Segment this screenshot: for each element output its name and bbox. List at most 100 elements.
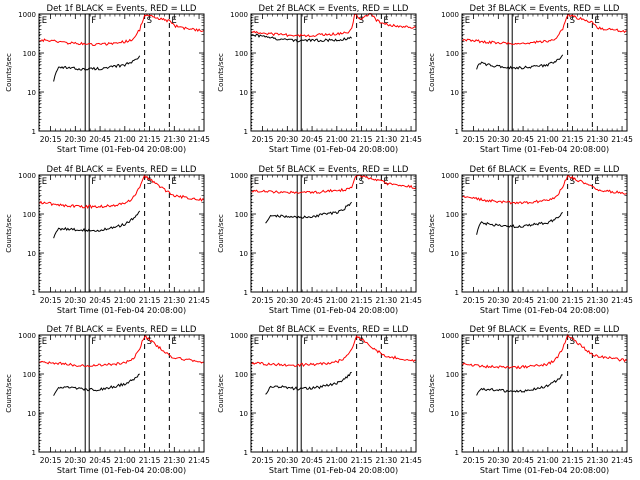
y-tick-label: 10 <box>239 410 248 418</box>
x-axis-label: Start Time (01-Feb-04 20:08:00) <box>269 306 398 315</box>
marker-label: S <box>359 177 364 187</box>
x-tick-label: 21:45 <box>188 135 210 144</box>
panel-title: Det 6f BLACK = Events, RED = LLD <box>470 165 620 175</box>
y-tick-label: 1000 <box>230 172 248 180</box>
y-tick-label: 1000 <box>441 11 459 19</box>
y-tick-label: 1 <box>455 289 459 297</box>
x-tick-label: 21:00 <box>114 135 136 144</box>
x-tick-label: 21:30 <box>586 456 608 465</box>
y-tick-label: 1 <box>244 289 248 297</box>
x-tick-label: 21:00 <box>114 456 136 465</box>
y-tick-label: 10 <box>27 89 36 97</box>
x-tick-label: 21:00 <box>326 296 348 305</box>
x-tick-label: 21:15 <box>139 135 161 144</box>
panel-title: Det 4f BLACK = Events, RED = LLD <box>47 165 197 175</box>
plot-frame <box>38 13 205 132</box>
plot-frame <box>250 174 417 293</box>
x-tick-label: 21:45 <box>400 296 422 305</box>
x-tick-label: 21:15 <box>351 135 373 144</box>
y-tick-label: 100 <box>446 50 459 58</box>
y-tick-label: 1 <box>455 128 459 136</box>
series-line <box>251 33 353 43</box>
y-tick-label: 1 <box>244 449 248 457</box>
y-tick-label: 1 <box>32 449 36 457</box>
x-tick-label: 20:15 <box>252 135 274 144</box>
series-line <box>462 333 628 370</box>
x-tick-label: 21:15 <box>139 296 161 305</box>
x-tick-label: 20:30 <box>488 296 510 305</box>
y-tick-label: 1000 <box>230 332 248 340</box>
x-tick-label: 20:30 <box>65 456 87 465</box>
x-tick-label: 21:45 <box>611 296 633 305</box>
marker-label: F <box>91 337 96 347</box>
y-tick-label: 1 <box>32 128 36 136</box>
detector-panel: Det 7f BLACK = Events, RED = LLD Counts/s… <box>5 325 210 475</box>
marker-label: F <box>514 177 519 187</box>
y-tick-label: 10 <box>450 89 459 97</box>
series-line <box>476 374 563 396</box>
panel-title: Det 8f BLACK = Events, RED = LLD <box>259 325 409 335</box>
x-tick-label: 21:30 <box>163 296 185 305</box>
x-tick-label: 20:15 <box>463 135 485 144</box>
plot-frame <box>461 174 628 293</box>
y-tick-label: 100 <box>446 371 459 379</box>
marker-label: E <box>171 337 176 347</box>
marker-label: F <box>514 337 519 347</box>
x-tick-label: 20:15 <box>252 296 274 305</box>
marker-label: S <box>147 337 152 347</box>
marker-label: E <box>42 16 47 26</box>
series-line <box>53 210 141 239</box>
marker-label: E <box>42 337 47 347</box>
detector-panel: Det 1f BLACK = Events, RED = LLD Counts/s… <box>5 4 210 154</box>
x-tick-label: 20:45 <box>512 296 534 305</box>
x-tick-label: 21:30 <box>163 135 185 144</box>
x-axis-label: Start Time (01-Feb-04 20:08:00) <box>57 145 186 154</box>
x-tick-label: 20:45 <box>89 135 111 144</box>
plot-frame <box>461 13 628 132</box>
y-tick-label: 1000 <box>441 332 459 340</box>
series-line <box>476 54 564 70</box>
marker-label: F <box>91 177 96 187</box>
x-tick-label: 20:30 <box>277 456 299 465</box>
x-tick-label: 21:45 <box>188 456 210 465</box>
x-tick-label: 21:15 <box>562 296 584 305</box>
x-tick-label: 20:30 <box>65 296 87 305</box>
series-line <box>53 373 140 396</box>
x-tick-label: 21:30 <box>375 135 397 144</box>
marker-label: E <box>465 177 470 187</box>
marker-label: S <box>359 337 364 347</box>
x-tick-label: 21:00 <box>537 456 559 465</box>
x-tick-label: 21:15 <box>562 135 584 144</box>
y-axis-label: Counts/sec <box>428 374 436 413</box>
marker-label: E <box>465 337 470 347</box>
detector-panel: Det 4f BLACK = Events, RED = LLD Counts/s… <box>5 165 210 315</box>
panel-title: Det 3f BLACK = Events, RED = LLD <box>470 4 620 14</box>
series-line <box>39 173 205 210</box>
x-tick-label: 20:15 <box>463 296 485 305</box>
detector-panel: Det 3f BLACK = Events, RED = LLD Counts/s… <box>428 4 633 154</box>
series-line <box>39 14 205 47</box>
x-tick-label: 21:00 <box>537 296 559 305</box>
y-tick-label: 1 <box>32 289 36 297</box>
y-tick-label: 10 <box>27 410 36 418</box>
x-tick-label: 21:45 <box>611 456 633 465</box>
marker-label: S <box>570 337 575 347</box>
y-tick-label: 100 <box>23 211 36 219</box>
marker-label: E <box>383 16 388 26</box>
series-line <box>462 174 628 205</box>
marker-label: F <box>303 16 308 26</box>
y-tick-label: 1000 <box>18 172 36 180</box>
y-axis-label: Counts/sec <box>428 53 436 92</box>
series-line <box>462 13 628 45</box>
detector-panel: Det 9f BLACK = Events, RED = LLD Counts/s… <box>428 325 633 475</box>
x-tick-label: 21:30 <box>163 456 185 465</box>
detector-panel: Det 2f BLACK = Events, RED = LLD Counts/s… <box>217 4 422 154</box>
x-tick-label: 21:00 <box>114 296 136 305</box>
x-axis-label: Start Time (01-Feb-04 20:08:00) <box>269 145 398 154</box>
marker-label: S <box>570 177 575 187</box>
y-tick-label: 100 <box>446 211 459 219</box>
y-axis-label: Counts/sec <box>5 374 13 413</box>
x-tick-label: 20:30 <box>488 456 510 465</box>
series-line <box>251 335 417 368</box>
